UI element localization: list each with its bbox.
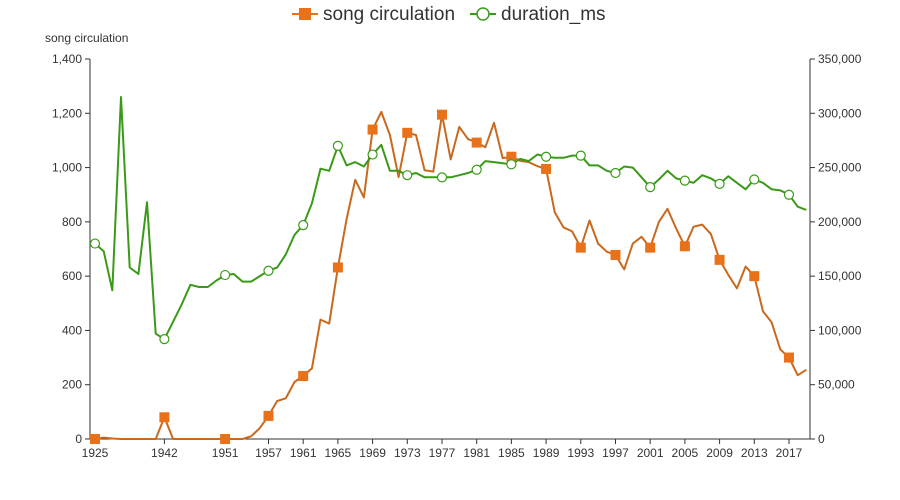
y-axis-left-name: song circulation <box>45 31 128 45</box>
y-right-tick-label: 200,000 <box>818 215 862 229</box>
y-right-tick-label: 250,000 <box>818 161 862 175</box>
duration-ms-point[interactable] <box>610 167 621 179</box>
series-markers <box>89 109 795 444</box>
x-tick-label: 1985 <box>498 446 525 460</box>
x-tick-label: 2013 <box>741 446 768 460</box>
x-tick-label: 1981 <box>463 446 490 460</box>
y-axis-right-ticks: 0 50,000 100,000 150,000 200,000 250,000 300,0… <box>810 52 862 446</box>
duration-ms-point[interactable] <box>783 189 795 200</box>
duration-ms-point[interactable] <box>575 150 586 161</box>
song-circulation-point[interactable] <box>263 410 274 421</box>
song-circulation-point[interactable] <box>471 137 482 148</box>
x-axis-ticks: 1925 1942 1951 1957 1961 1965 1969 1973 1977 1981… <box>82 439 803 460</box>
legend-square-marker-icon <box>299 8 311 20</box>
song-circulation-point[interactable] <box>220 434 231 444</box>
x-tick-label: 1997 <box>602 446 629 460</box>
song-circulation-point[interactable] <box>332 262 343 273</box>
duration-ms-point[interactable] <box>402 170 413 181</box>
duration-ms-point[interactable] <box>298 220 309 231</box>
duration-ms-point[interactable] <box>436 172 448 183</box>
x-tick-label: 1977 <box>429 446 456 460</box>
y-left-tick-label: 0 <box>75 432 82 446</box>
y-right-tick-label: 100,000 <box>818 323 862 337</box>
x-tick-label: 1957 <box>255 446 282 460</box>
series-line-duration-ms <box>94 96 807 341</box>
x-tick-label: 2017 <box>776 446 803 460</box>
legend-item-song-circulation[interactable]: song circulation <box>292 4 455 25</box>
y-left-tick-label: 200 <box>62 378 82 392</box>
y-right-tick-label: 0 <box>818 432 825 446</box>
x-tick-label: 1993 <box>567 446 594 460</box>
song-circulation-point[interactable] <box>575 242 586 253</box>
duration-ms-point[interactable] <box>749 174 760 185</box>
legend-item-duration-ms[interactable]: duration_ms <box>470 4 606 25</box>
legend-label-duration-ms: duration_ms <box>501 4 606 25</box>
y-right-tick-label: 50,000 <box>818 378 855 392</box>
duration-ms-point[interactable] <box>506 159 517 170</box>
y-right-tick-label: 350,000 <box>818 52 862 66</box>
song-circulation-point[interactable] <box>436 109 447 120</box>
song-circulation-point[interactable] <box>90 434 100 444</box>
song-circulation-point[interactable] <box>506 151 517 162</box>
duration-ms-point[interactable] <box>645 182 656 193</box>
x-tick-label: 1942 <box>151 446 178 460</box>
duration-ms-point[interactable] <box>540 151 552 162</box>
y-right-tick-label: 300,000 <box>818 106 862 120</box>
duration-ms-point[interactable] <box>220 269 231 281</box>
y-right-tick-label: 150,000 <box>818 269 862 283</box>
song-circulation-point[interactable] <box>610 249 621 260</box>
duration-ms-point[interactable] <box>89 238 101 249</box>
song-circulation-point[interactable] <box>783 352 794 363</box>
duration-ms-point[interactable] <box>159 334 170 345</box>
y-left-tick-label: 800 <box>62 215 82 229</box>
y-left-tick-label: 400 <box>62 323 82 337</box>
x-tick-label: 1951 <box>212 446 239 460</box>
legend-circle-marker-icon <box>476 7 490 21</box>
song-circulation-point[interactable] <box>645 242 656 253</box>
x-tick-label: 2005 <box>672 446 699 460</box>
x-tick-label: 1961 <box>290 446 317 460</box>
x-tick-label: 2009 <box>706 446 733 460</box>
song-circulation-point[interactable] <box>714 254 725 265</box>
x-tick-label: 2001 <box>637 446 664 460</box>
duration-ms-point[interactable] <box>471 164 482 175</box>
duration-ms-point[interactable] <box>367 149 378 160</box>
legend[interactable]: song circulation duration_ms <box>292 4 606 25</box>
x-tick-label: 1973 <box>394 446 421 460</box>
y-left-tick-label: 1,200 <box>52 106 82 120</box>
legend-label-song-circulation: song circulation <box>323 4 455 25</box>
song-circulation-point[interactable] <box>402 127 413 138</box>
y-left-tick-label: 1,400 <box>52 52 82 66</box>
song-circulation-point[interactable] <box>298 371 309 382</box>
x-tick-label: 1969 <box>359 446 386 460</box>
song-circulation-point[interactable] <box>367 124 378 135</box>
x-tick-label: 1925 <box>82 446 109 460</box>
y-left-tick-label: 600 <box>62 269 82 283</box>
x-tick-label: 1989 <box>533 446 560 460</box>
song-circulation-point[interactable] <box>679 241 690 252</box>
duration-ms-point[interactable] <box>679 175 690 186</box>
duration-ms-point[interactable] <box>714 178 725 189</box>
x-tick-label: 1965 <box>325 446 352 460</box>
series-lines <box>94 96 807 440</box>
series-line-song-circulation <box>94 110 807 440</box>
song-circulation-point[interactable] <box>749 271 760 282</box>
y-left-tick-label: 1,000 <box>52 161 82 175</box>
song-circulation-point[interactable] <box>159 412 170 423</box>
y-axis-left-ticks: 0 200 400 600 800 1,000 1,200 1,400 <box>52 52 90 446</box>
song-circulation-point[interactable] <box>541 163 552 174</box>
duration-ms-point[interactable] <box>263 265 274 276</box>
duration-ms-point[interactable] <box>332 140 343 151</box>
